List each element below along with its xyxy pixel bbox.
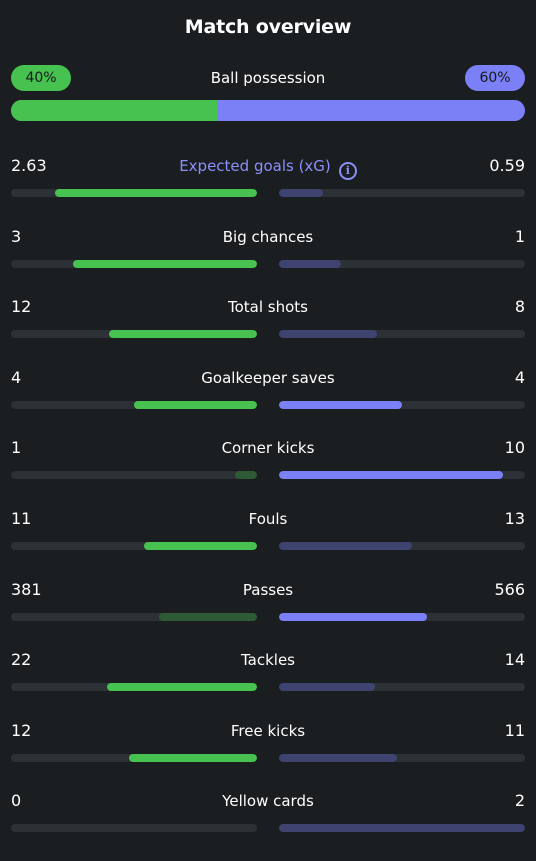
stat-home-bar xyxy=(11,330,257,339)
stat-label: Passes xyxy=(11,579,525,601)
stat-home-bar-fill xyxy=(143,541,257,550)
stat-away-bar-fill xyxy=(279,189,324,197)
stat-label: Goalkeeper saves xyxy=(11,367,525,389)
stat-label: Free kicks xyxy=(11,720,525,742)
stat-label-text: Big chances xyxy=(222,227,314,246)
stat-home-value: 12 xyxy=(11,297,32,317)
stat-away-bar xyxy=(279,824,525,833)
stat-row: 2.63 Expected goals (xG) i 0.59 xyxy=(11,155,525,226)
stat-home-bar xyxy=(11,259,257,268)
stat-away-bar xyxy=(279,189,525,197)
possession-bar-home-fill xyxy=(11,100,217,121)
stat-home-bar xyxy=(11,189,257,197)
stat-home-value: 381 xyxy=(11,579,42,599)
stat-away-bar-fill xyxy=(279,471,503,480)
stat-home-bar-fill xyxy=(106,683,257,692)
stat-home-value: 1 xyxy=(11,438,22,458)
stat-home-bar xyxy=(11,753,257,762)
stat-away-value: 14 xyxy=(504,650,525,670)
stat-label-text: Corner kicks xyxy=(221,439,315,458)
stat-home-bar xyxy=(11,541,257,550)
info-icon[interactable]: i xyxy=(338,162,357,180)
stat-label-text: Free kicks xyxy=(230,721,306,740)
stat-away-value: 2 xyxy=(514,791,525,811)
stat-away-value: 10 xyxy=(504,438,525,458)
stat-row: 11 Fouls 13 xyxy=(11,508,525,579)
stat-home-value: 0 xyxy=(11,791,22,811)
stat-away-bar xyxy=(279,259,525,268)
stat-away-bar xyxy=(279,400,525,409)
stat-away-bar xyxy=(279,541,525,550)
stat-label-text: Tackles xyxy=(240,651,296,670)
home-possession-badge: 40% xyxy=(11,65,71,91)
possession-label: Ball possession xyxy=(210,69,326,87)
stat-home-bar xyxy=(11,471,257,480)
stat-away-value: 8 xyxy=(514,297,525,317)
stat-label-text: Expected goals (xG) xyxy=(179,157,331,175)
stat-label: Tackles xyxy=(11,649,525,671)
stat-away-bar-fill xyxy=(279,400,402,409)
stat-label-text: Fouls xyxy=(248,509,288,528)
stat-label: Big chances xyxy=(11,226,525,248)
stat-label[interactable]: Expected goals (xG) i xyxy=(11,155,525,180)
stat-away-bar xyxy=(279,612,525,621)
stat-away-bar-fill xyxy=(279,259,341,268)
stat-label-text: Passes xyxy=(242,580,294,599)
stat-away-value: 566 xyxy=(494,579,525,599)
stat-row: 12 Free kicks 11 xyxy=(11,720,525,791)
stat-row: 3 Big chances 1 xyxy=(11,226,525,297)
away-possession-badge: 60% xyxy=(465,65,525,91)
stat-away-value: 11 xyxy=(504,720,525,740)
stat-home-value: 2.63 xyxy=(11,156,47,175)
stat-label: Fouls xyxy=(11,508,525,530)
stat-home-bar-fill xyxy=(109,330,257,339)
stat-away-bar-fill xyxy=(279,824,525,833)
stat-away-bar xyxy=(279,330,525,339)
stat-row: 381 Passes 566 xyxy=(11,579,525,650)
stat-away-bar xyxy=(279,471,525,480)
stat-away-value: 1 xyxy=(514,226,525,246)
stat-away-bar xyxy=(279,753,525,762)
stat-home-bar-fill xyxy=(234,471,257,480)
stat-home-bar-fill xyxy=(55,189,257,197)
stat-home-bar-fill xyxy=(158,612,257,621)
stat-away-bar-fill xyxy=(279,683,375,692)
stat-home-value: 11 xyxy=(11,508,32,528)
stat-away-bar-fill xyxy=(279,330,378,339)
stat-away-bar-fill xyxy=(279,541,412,550)
stat-label: Total shots xyxy=(11,296,525,318)
stat-away-value: 13 xyxy=(504,508,525,528)
stat-away-bar-fill xyxy=(279,753,398,762)
stat-away-bar-fill xyxy=(279,612,427,621)
stat-home-bar xyxy=(11,612,257,621)
stat-away-value: 0.59 xyxy=(489,156,525,175)
possession-header: 40% Ball possession 60% xyxy=(11,65,525,91)
stat-row: 0 Yellow cards 2 xyxy=(11,790,525,861)
stat-home-value: 22 xyxy=(11,650,32,670)
stat-label-text: Goalkeeper saves xyxy=(201,368,335,387)
possession-bar xyxy=(11,100,525,121)
stat-home-bar xyxy=(11,824,257,833)
stat-row: 22 Tackles 14 xyxy=(11,649,525,720)
stat-home-bar-fill xyxy=(72,259,257,268)
stat-home-value: 12 xyxy=(11,720,32,740)
stat-label: Corner kicks xyxy=(11,437,525,459)
stat-home-bar xyxy=(11,400,257,409)
stat-row: 4 Goalkeeper saves 4 xyxy=(11,367,525,438)
stat-label-text: Yellow cards xyxy=(222,792,314,811)
stat-label-text: Total shots xyxy=(228,298,308,317)
stat-home-value: 4 xyxy=(11,367,22,387)
stat-row: 1 Corner kicks 10 xyxy=(11,437,525,508)
stat-home-value: 3 xyxy=(11,226,22,246)
stat-row: 12 Total shots 8 xyxy=(11,296,525,367)
stats-list: 2.63 Expected goals (xG) i 0.59 3 Big chances… xyxy=(11,155,525,861)
stat-label: Yellow cards xyxy=(11,790,525,812)
page-title: Match overview xyxy=(184,16,352,38)
stat-away-value: 4 xyxy=(514,367,525,387)
stat-away-bar xyxy=(279,683,525,692)
stat-home-bar-fill xyxy=(129,753,257,762)
stat-home-bar xyxy=(11,683,257,692)
stat-home-bar-fill xyxy=(134,400,257,409)
